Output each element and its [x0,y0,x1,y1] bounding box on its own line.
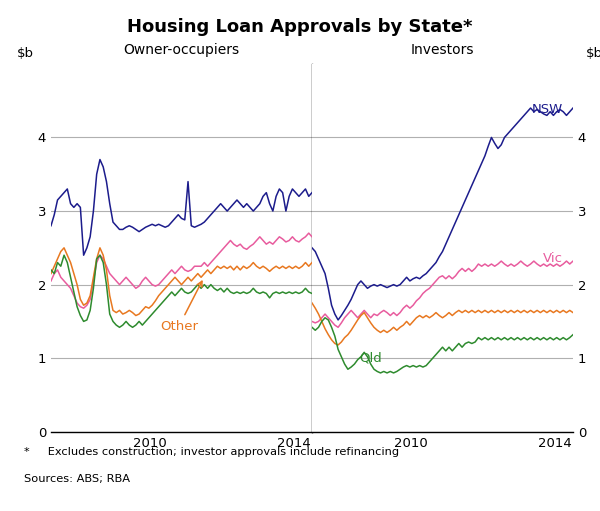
Text: Qld: Qld [359,352,382,365]
Text: $b: $b [16,47,34,60]
Text: $b: $b [586,47,600,60]
Text: *     Excludes construction; investor approvals include refinancing: * Excludes construction; investor approv… [24,447,399,457]
Text: Owner-occupiers: Owner-occupiers [124,42,239,57]
Text: Investors: Investors [411,42,474,57]
Text: Housing Loan Approvals by State*: Housing Loan Approvals by State* [127,18,473,36]
Text: NSW: NSW [532,103,563,117]
Text: Vic: Vic [542,252,563,265]
Text: Other: Other [160,281,202,333]
Text: Sources: ABS; RBA: Sources: ABS; RBA [24,474,130,484]
